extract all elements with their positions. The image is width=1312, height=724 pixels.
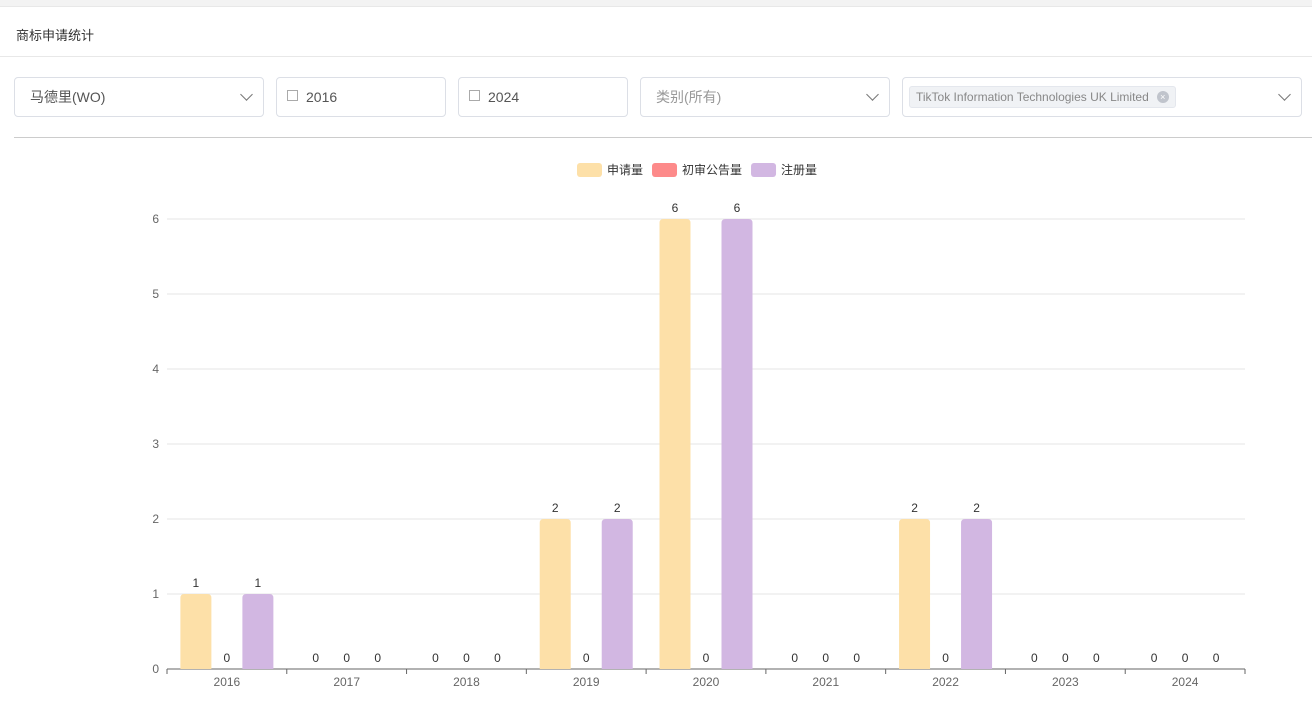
x-tick-label: 2024 bbox=[1172, 675, 1199, 689]
office-value: 马德里(WO) bbox=[30, 89, 106, 105]
start-year-picker[interactable]: 2016 bbox=[276, 77, 446, 117]
bar bbox=[539, 519, 571, 669]
bar bbox=[961, 519, 993, 669]
end-year-picker[interactable]: 2024 bbox=[458, 77, 628, 117]
data-label: 0 bbox=[822, 651, 829, 665]
bar bbox=[242, 594, 274, 669]
calendar-icon bbox=[469, 89, 480, 101]
legend-swatch bbox=[652, 163, 678, 177]
data-label: 0 bbox=[1093, 651, 1100, 665]
x-tick-label: 2019 bbox=[573, 675, 600, 689]
data-label: 2 bbox=[614, 501, 621, 515]
end-year-value: 2024 bbox=[488, 89, 520, 105]
x-tick-label: 2016 bbox=[214, 675, 241, 689]
legend-swatch bbox=[577, 163, 602, 177]
divider bbox=[0, 56, 1312, 57]
data-label: 0 bbox=[703, 651, 710, 665]
y-tick-label: 4 bbox=[152, 362, 159, 376]
y-tick-label: 3 bbox=[152, 437, 159, 451]
bar bbox=[899, 519, 931, 669]
data-label: 1 bbox=[255, 576, 262, 590]
page-title: 商标申请统计 bbox=[16, 28, 95, 43]
data-label: 0 bbox=[343, 651, 350, 665]
y-tick-label: 5 bbox=[152, 287, 159, 301]
data-label: 0 bbox=[224, 651, 231, 665]
bar bbox=[659, 219, 691, 669]
y-tick-label: 0 bbox=[152, 662, 159, 676]
data-label: 0 bbox=[1062, 651, 1069, 665]
data-label: 0 bbox=[791, 651, 798, 665]
start-year-value: 2016 bbox=[306, 89, 338, 105]
office-select[interactable]: 马德里(WO) bbox=[14, 77, 264, 117]
data-label: 0 bbox=[312, 651, 319, 665]
bar bbox=[721, 219, 753, 669]
bar bbox=[180, 594, 212, 669]
x-tick-label: 2017 bbox=[333, 675, 360, 689]
data-label: 2 bbox=[552, 501, 559, 515]
x-tick-label: 2018 bbox=[453, 675, 480, 689]
x-tick-label: 2023 bbox=[1052, 675, 1079, 689]
legend-label: 初审公告量 bbox=[682, 162, 742, 177]
x-tick-label: 2022 bbox=[932, 675, 959, 689]
x-tick-label: 2021 bbox=[812, 675, 839, 689]
legend-label: 注册量 bbox=[781, 162, 817, 177]
legend-label: 申请量 bbox=[607, 163, 643, 177]
divider bbox=[14, 137, 1312, 138]
top-bar bbox=[0, 0, 1312, 7]
applicant-select[interactable]: TikTok Information Technologies UK Limit… bbox=[902, 77, 1302, 117]
data-label: 0 bbox=[942, 651, 949, 665]
data-label: 0 bbox=[374, 651, 381, 665]
calendar-icon bbox=[287, 89, 298, 101]
data-label: 2 bbox=[973, 501, 980, 515]
data-label: 2 bbox=[911, 501, 918, 515]
category-select[interactable]: 类别(所有) bbox=[640, 77, 890, 117]
data-label: 0 bbox=[463, 651, 470, 665]
data-label: 1 bbox=[193, 576, 200, 590]
x-tick-label: 2020 bbox=[693, 675, 720, 689]
close-icon[interactable]: × bbox=[1156, 91, 1169, 103]
applicant-tag-label: TikTok Information Technologies UK Limit… bbox=[916, 90, 1149, 104]
data-label: 0 bbox=[1213, 651, 1220, 665]
bar bbox=[601, 519, 633, 669]
y-tick-label: 2 bbox=[152, 512, 159, 526]
data-label: 0 bbox=[494, 651, 501, 665]
data-label: 6 bbox=[672, 201, 679, 215]
legend-swatch bbox=[751, 163, 777, 177]
data-label: 0 bbox=[853, 651, 860, 665]
data-label: 0 bbox=[432, 651, 439, 665]
data-label: 0 bbox=[1031, 651, 1038, 665]
data-label: 0 bbox=[1151, 651, 1158, 665]
y-tick-label: 6 bbox=[152, 212, 159, 226]
applicant-tag: TikTok Information Technologies UK Limit… bbox=[909, 86, 1176, 108]
data-label: 0 bbox=[583, 651, 590, 665]
category-placeholder: 类别(所有) bbox=[656, 89, 722, 105]
y-tick-label: 1 bbox=[152, 587, 159, 601]
data-label: 6 bbox=[734, 201, 741, 215]
data-label: 0 bbox=[1182, 651, 1189, 665]
